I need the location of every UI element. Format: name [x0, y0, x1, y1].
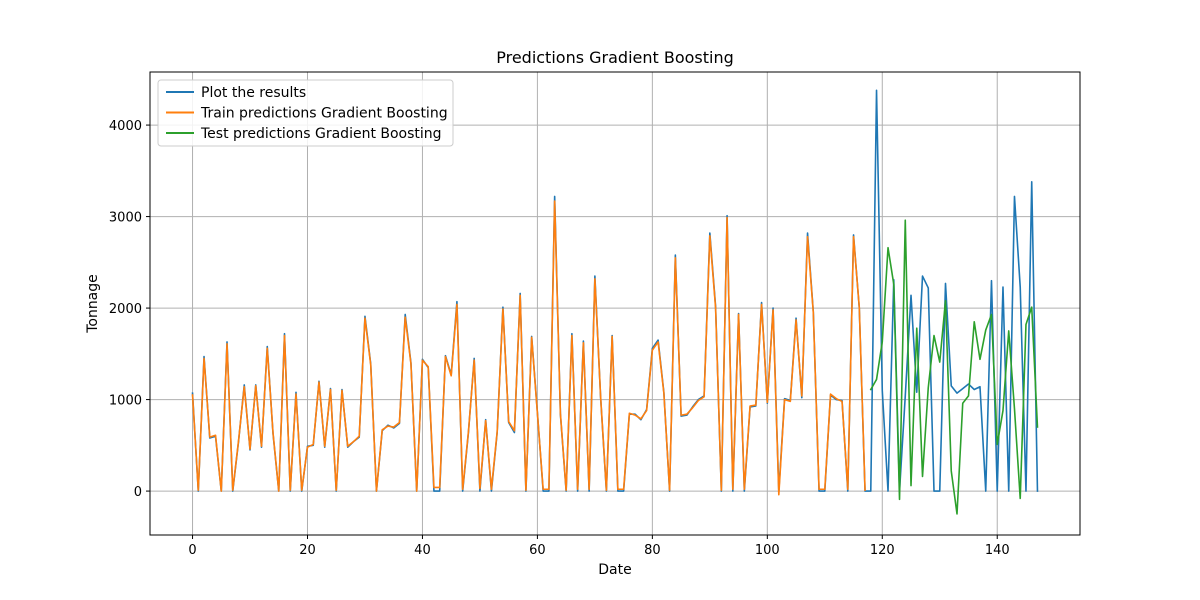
y-tick-label: 4000: [109, 119, 142, 134]
legend-label: Train predictions Gradient Boosting: [200, 106, 448, 122]
x-tick-label: 40: [414, 543, 431, 558]
y-tick-label: 1000: [109, 394, 142, 409]
legend-box: [157, 79, 454, 147]
x-tick-label: 140: [985, 543, 1010, 558]
legend: Plot the results Train predictions Gradie…: [157, 79, 454, 147]
x-tick-label: 60: [529, 543, 546, 558]
x-tick-label: 100: [755, 543, 780, 558]
chart-title: Predictions Gradient Boosting: [496, 48, 734, 67]
x-tick-label: 20: [299, 543, 316, 558]
y-tick-label: 0: [134, 485, 142, 500]
legend-label: Plot the results: [201, 85, 306, 101]
series-line-3: [869, 219, 1039, 515]
series-layer: [191, 89, 1039, 515]
x-tick-label: 80: [644, 543, 661, 558]
y-tick-label: 2000: [109, 302, 142, 317]
y-tick-label: 3000: [109, 211, 142, 226]
series-line-2: [191, 200, 866, 496]
y-axis: 0 1000 2000 3000 4000: [109, 119, 150, 500]
y-axis-label: Tonnage: [85, 274, 101, 334]
x-tick-label: 0: [188, 543, 196, 558]
legend-label: Test predictions Gradient Boosting: [200, 126, 442, 142]
x-tick-label: 120: [870, 543, 895, 558]
x-axis-label: Date: [598, 562, 631, 578]
plot-frame: [149, 71, 1081, 536]
x-axis: 0 20 40 60 80 100 120 140: [188, 535, 1010, 558]
